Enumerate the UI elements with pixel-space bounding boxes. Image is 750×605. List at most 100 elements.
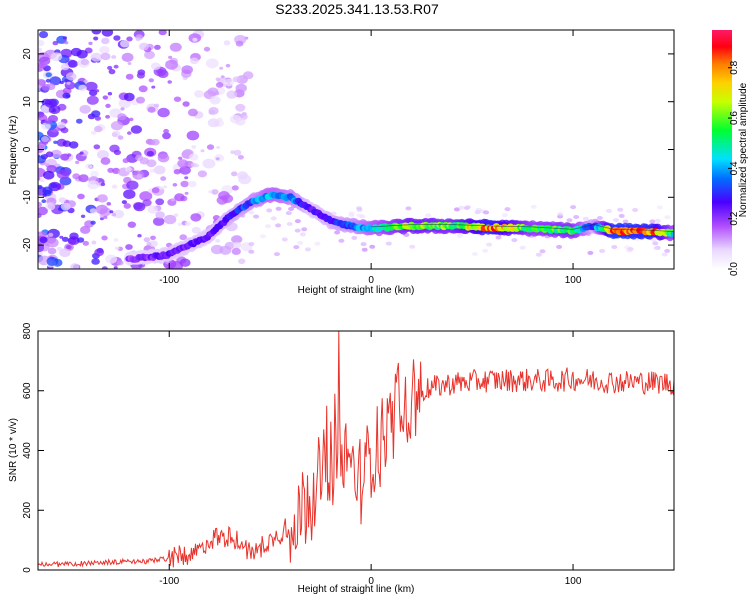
spectrogram-noise-blob [208,107,219,115]
spectrogram-noise-blob [599,249,606,253]
spectrogram-noise-blob [299,232,306,237]
spectrogram-noise-blob [238,258,246,265]
spectrogram-noise-blob [86,95,99,105]
spectrogram-noise-blob [605,209,612,213]
spectrogram-noise-blob [209,95,221,105]
spectrogram-noise-blob [38,213,42,218]
spectrogram-noise-blob [89,165,94,169]
spectrogram-noise-blob [101,235,108,241]
spectrogram-noise-blob [294,228,301,233]
spectrogram-noise-blob [111,132,118,137]
spectrogram-noise-blob [89,208,97,214]
spectrogram-noise-blob [294,219,301,224]
spectrogram-noise-blob [142,199,152,207]
spectrogram-noise-blob [72,173,81,180]
spectrogram-noise-blob [90,130,97,135]
snr-xtick-label: 0 [368,576,374,587]
spectrogram-noise-blob [95,89,100,93]
spectrogram-noise-blob [618,213,625,218]
spectrogram-noise-blob [136,72,145,79]
spectrogram-noise-blob [45,202,56,211]
colorbar-tick-label: 0.4 [729,161,740,175]
spectrogram-noise-blob [157,69,169,79]
spectrogram-noise-blob [649,219,656,224]
spectrogram-noise-blob [197,170,207,178]
spectrogram-noise-blob [93,144,101,150]
spectrogram-noise-blob [230,150,236,155]
spectrogram-noise-blob [67,153,72,157]
spectrogram-noise-blob [60,202,71,211]
spectrogram-noise-blob [192,37,198,42]
spectrogram-noise-blob [60,63,70,71]
spectrogram-noise-blob [168,55,173,60]
spectrogram-noise-blob [143,237,151,243]
spectrogram-noise-blob [123,203,131,209]
spectrogram-noise-blob [67,60,78,68]
spectrogram-noise-blob [59,235,64,239]
spectrogram-noise-blob [275,206,282,211]
spectrogram-noise-blob [163,214,177,225]
spectrogram-noise-blob [100,182,106,187]
spectrogram-noise-blob [173,96,182,102]
colorbar-gradient [712,30,732,269]
spectrogram-noise-blob [91,30,102,35]
spectrogram-noise-blob [458,205,465,210]
spectrogram-noise-blob [535,252,542,257]
snr-series-line [38,331,674,568]
spectrogram-noise-blob [90,52,103,62]
spectrogram-noise-blob [219,245,232,255]
spectrogram-noise-blob [232,76,241,83]
spectrogram-noise-blob [45,151,54,158]
spectrogram-noise-blob [139,42,149,51]
spectrogram-noise-blob [138,85,148,93]
spectrogram-noise-blob [511,238,518,243]
spectrogram-noise-blob [617,207,624,212]
spectrogram-noise-blob [233,149,242,156]
spectrogram-noise-blob [237,155,244,160]
spectrogram-ytick-label: -20 [22,237,33,252]
spectrogram-noise-blob [177,159,189,168]
spectrogram-noise-blob [189,57,199,65]
spectrogram-noise-blob [82,240,90,246]
spectrogram-noise-blob [223,78,234,87]
spectrogram-noise-blob [288,206,295,211]
spectrogram-noise-blob [62,140,72,147]
spectrogram-noise-blob [483,210,490,215]
spectrogram-noise-blob [39,236,48,244]
spectrogram-noise-blob [456,233,463,238]
spectrogram-noise-blob [194,90,204,98]
snr-ylabel: SNR (10 * v/v) [8,418,19,482]
spectrogram-noise-blob [122,158,129,164]
spectrogram-noise-blob [111,212,117,217]
spectrogram-noise-blob [120,107,125,111]
spectrogram-noise-blob [38,201,42,208]
spectrogram-noise-blob [97,150,109,160]
spectrogram-noise-blob [356,206,363,211]
spectrogram-noise-blob [43,170,55,180]
spectrogram-noise-blob [369,244,376,249]
spectrogram-noise-blob [38,39,45,47]
spectrogram-noise-blob [78,84,87,92]
spectrogram-noise-blob [215,82,224,88]
spectrogram-noise-blob [157,107,170,118]
spectrogram-noise-blob [77,193,85,200]
spectrogram-noise-blob [153,165,166,175]
spectrogram-noise-blob [39,178,45,183]
spectrogram-noise-blob [121,200,127,205]
spectrogram-noise-blob [100,52,111,61]
spectrogram-noise-blob [94,116,101,121]
spectrogram-noise-blob [62,92,71,99]
spectrogram-noise-blob [405,206,412,211]
spectrogram-ytick-label: 10 [22,96,33,108]
spectrogram-noise-blob [102,95,109,100]
spectrogram-noise-blob [202,158,216,169]
spectrogram-noise-blob [113,149,121,156]
spectrogram-noise-blob [573,215,580,219]
spectrogram-noise-blob [495,235,502,240]
spectrogram-noise-blob [211,189,219,195]
spectrogram-noise-blob [189,153,199,161]
spectrogram-noise-blob [235,117,246,126]
spectrogram-noise-blob [64,78,69,83]
spectrogram-noise-blob [151,187,160,194]
spectrogram-noise-blob [96,194,108,203]
